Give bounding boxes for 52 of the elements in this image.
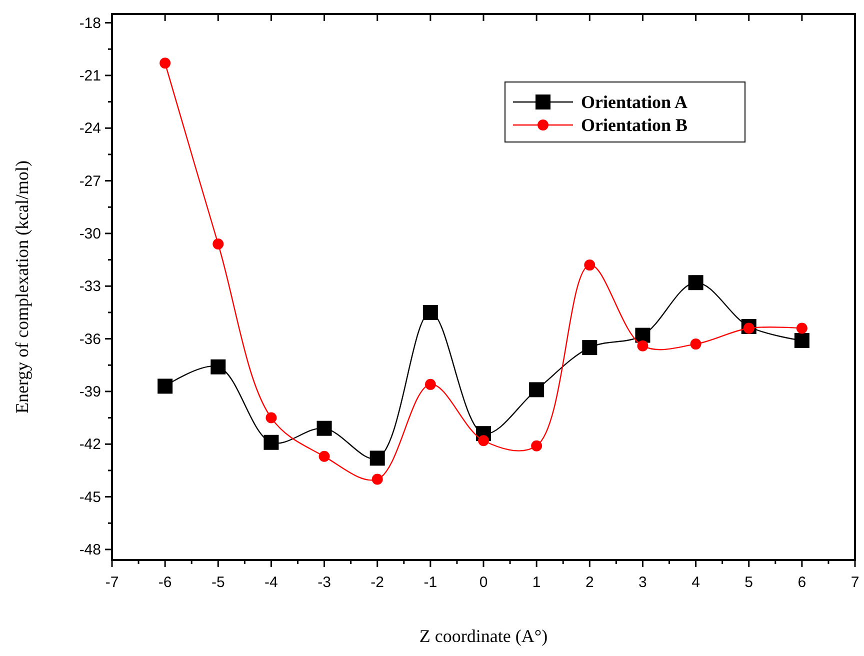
point xyxy=(531,440,542,452)
point xyxy=(370,450,385,466)
y-tick-label: -36 xyxy=(79,330,101,348)
legend-label: Orientation A xyxy=(581,92,688,112)
point xyxy=(794,333,810,348)
x-axis-title: Z coordinate (A°) xyxy=(419,626,548,646)
x-tick-label: -3 xyxy=(318,574,331,591)
legend-label: Orientation B xyxy=(581,115,688,135)
point xyxy=(688,275,704,290)
point xyxy=(796,322,808,334)
point xyxy=(584,260,596,271)
x-tick-label: 5 xyxy=(744,574,754,591)
point xyxy=(158,378,173,394)
point xyxy=(582,340,598,356)
y-axis-title: Energy of complexation (kcal/mol) xyxy=(12,160,32,414)
x-tick-label: 2 xyxy=(585,574,594,591)
y-tick-label: -45 xyxy=(79,488,101,506)
x-tick-label: 6 xyxy=(798,574,806,591)
x-tick-label: 7 xyxy=(850,574,860,591)
point xyxy=(637,340,648,352)
point xyxy=(690,338,702,350)
point xyxy=(318,450,330,462)
x-tick-label: -6 xyxy=(158,574,172,591)
y-tick-label: -24 xyxy=(79,120,101,138)
x-tick-label: 3 xyxy=(638,574,647,591)
point xyxy=(422,304,438,320)
x-tick-label: 0 xyxy=(479,574,488,591)
point xyxy=(529,382,544,398)
x-tick-label: -2 xyxy=(370,574,384,591)
y-tick-label: -42 xyxy=(79,436,101,454)
y-tick-label: -21 xyxy=(79,67,101,84)
y-tick-label: -30 xyxy=(79,225,101,242)
y-tick-label: -18 xyxy=(79,14,101,32)
x-tick-label: -5 xyxy=(211,574,225,591)
y-tick-label: -48 xyxy=(79,541,101,558)
point xyxy=(266,412,277,424)
point xyxy=(316,420,332,436)
point xyxy=(424,378,436,390)
point xyxy=(478,435,489,446)
x-tick-label: -1 xyxy=(424,574,438,591)
x-tick-label: 4 xyxy=(692,574,700,591)
x-tick-label: 1 xyxy=(532,574,541,591)
x-tick-label: -4 xyxy=(264,574,278,591)
point xyxy=(210,359,226,374)
y-tick-label: -39 xyxy=(79,383,101,400)
y-tick-label: -27 xyxy=(79,172,101,190)
point xyxy=(372,474,383,485)
y-tick-label: -33 xyxy=(79,278,101,296)
x-tick-label: -7 xyxy=(105,574,119,591)
point xyxy=(264,434,279,450)
point xyxy=(212,238,224,250)
point xyxy=(160,58,171,69)
